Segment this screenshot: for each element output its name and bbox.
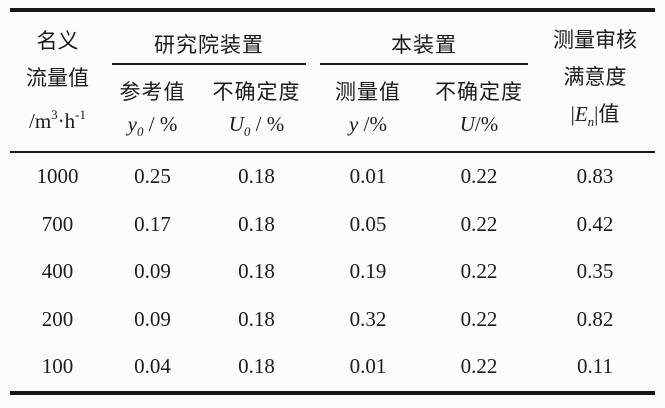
cell-reference: 0.25 <box>134 164 171 189</box>
cell-flow: 200 <box>41 306 74 331</box>
cell-measured-uncertainty: 0.22 <box>460 306 498 331</box>
cell-measured: 0.19 <box>349 259 387 284</box>
subheader-measured-uncertainty: 不确定度 U/% <box>423 65 535 153</box>
cell-measured-uncertainty: 0.22 <box>460 164 498 189</box>
subheader-measured-uncertainty-symbol: U/% <box>459 111 499 136</box>
subheader-reference-symbol: y0 / % <box>127 111 178 140</box>
cell-measured: 0.32 <box>349 306 387 331</box>
header-en-symbol: |En|值 <box>570 102 620 130</box>
flow-comparison-table: 名义 流量值 /m3·h-1 研究院装置 本装置 测量审核 满意度 |En|值 <box>10 8 655 395</box>
cell-reference-uncertainty: 0.18 <box>238 306 275 331</box>
cell-en-value: 0.42 <box>576 211 614 236</box>
cell-flow: 100 <box>41 354 74 379</box>
cell-en-value: 0.35 <box>576 259 614 284</box>
cell-reference: 0.17 <box>134 211 171 236</box>
subheader-measured-value: 测量值 y /% <box>313 65 423 153</box>
cell-measured: 0.01 <box>349 164 387 189</box>
cell-en-value: 0.83 <box>576 164 614 189</box>
table-row: 400 0.09 0.18 0.19 0.22 0.35 <box>10 248 655 296</box>
header-nominal-flow-line1: 名义 <box>36 29 79 53</box>
header-row-groups: 名义 流量值 /m3·h-1 研究院装置 本装置 测量审核 满意度 |En|值 <box>10 10 655 153</box>
cell-en-value: 0.11 <box>577 354 613 379</box>
cell-reference-uncertainty: 0.18 <box>238 354 275 379</box>
cell-reference: 0.09 <box>134 259 171 284</box>
cell-measured-uncertainty: 0.22 <box>460 211 498 236</box>
subheader-measured-symbol: y /% <box>349 111 387 136</box>
header-nominal-flow-line2: 流量值 <box>26 66 89 90</box>
cell-reference-uncertainty: 0.18 <box>238 259 275 284</box>
table-row: 100 0.04 0.18 0.01 0.22 0.11 <box>10 343 655 393</box>
cell-measured: 0.05 <box>349 211 387 236</box>
header-en-satisfaction: 测量审核 满意度 |En|值 <box>535 10 655 153</box>
header-nominal-flow-unit: /m3·h-1 <box>28 107 86 133</box>
subheader-reference-value: 参考值 y0 / % <box>105 65 200 153</box>
header-group-this-device: 本装置 <box>313 10 535 65</box>
subheader-reference-uncertainty: 不确定度 U0 / % <box>200 65 313 153</box>
cell-reference: 0.09 <box>134 306 171 331</box>
cell-flow: 400 <box>41 259 74 284</box>
table-row: 200 0.09 0.18 0.32 0.22 0.82 <box>10 296 655 344</box>
cell-flow: 700 <box>41 211 74 236</box>
table-row: 700 0.17 0.18 0.05 0.22 0.42 <box>10 201 655 249</box>
header-row-sub: 参考值 y0 / % 不确定度 U0 / % 测量值 y /% 不确定度 U/% <box>10 65 655 153</box>
header-group-this-device-label: 本装置 <box>320 29 528 65</box>
table-row: 1000 0.25 0.18 0.01 0.22 0.83 <box>10 152 655 201</box>
header-group-institute-device: 研究院装置 <box>105 10 313 65</box>
cell-measured-uncertainty: 0.22 <box>460 259 498 284</box>
cell-reference: 0.04 <box>134 354 171 379</box>
header-group-institute-label: 研究院装置 <box>112 29 306 65</box>
cell-flow: 1000 <box>36 164 79 189</box>
cell-reference-uncertainty: 0.18 <box>238 164 275 189</box>
header-en-line1: 测量审核 <box>553 28 637 53</box>
subheader-reference-uncertainty-symbol: U0 / % <box>228 111 285 140</box>
header-nominal-flow: 名义 流量值 /m3·h-1 <box>10 10 105 153</box>
cell-en-value: 0.82 <box>576 306 614 331</box>
cell-measured-uncertainty: 0.22 <box>460 354 498 379</box>
cell-reference-uncertainty: 0.18 <box>238 211 275 236</box>
header-en-line2: 满意度 <box>563 65 627 90</box>
cell-measured: 0.01 <box>349 354 387 379</box>
